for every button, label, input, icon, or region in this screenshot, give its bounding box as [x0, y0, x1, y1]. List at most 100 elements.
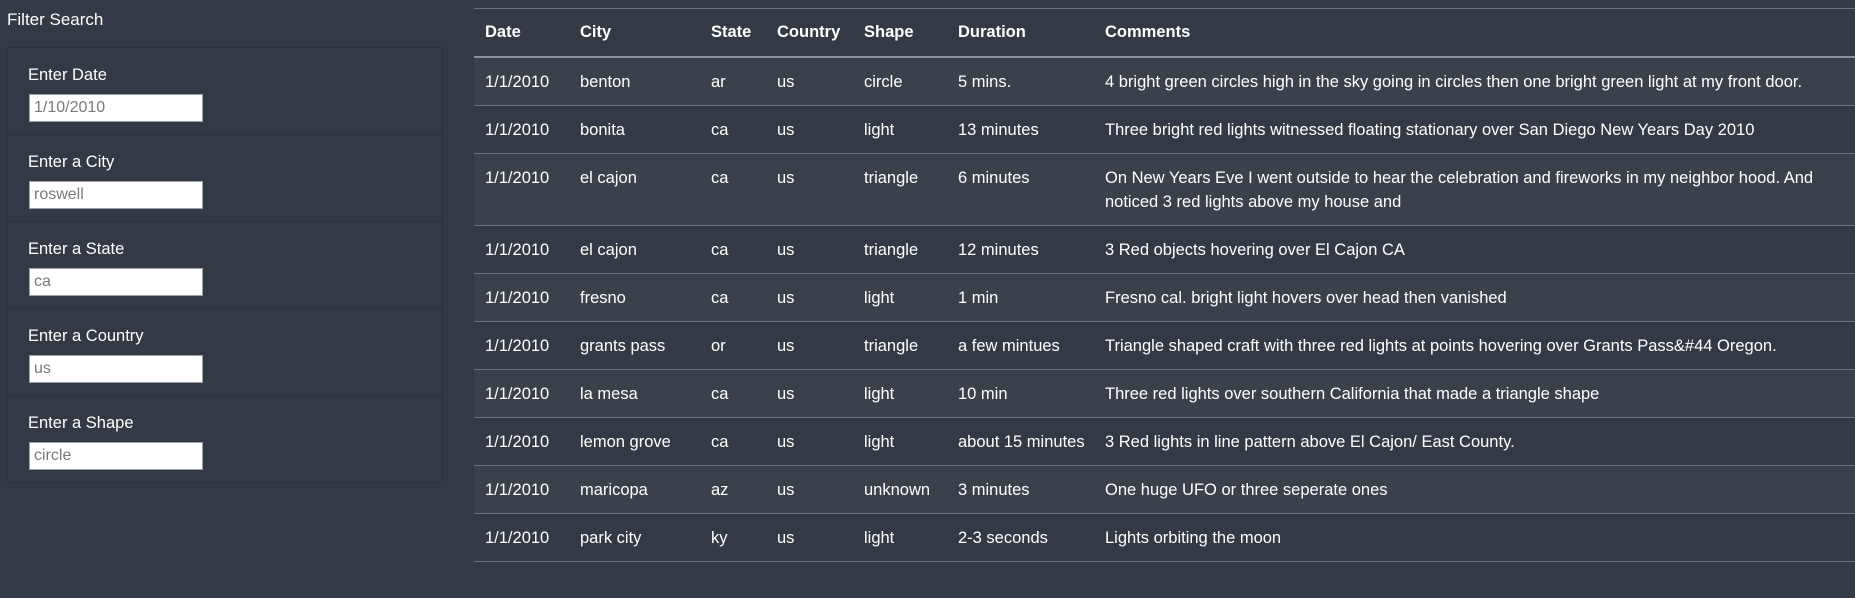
cell-duration: about 15 minutes [958, 433, 1085, 451]
cell-shape: light [864, 385, 895, 403]
cell-state: ca [711, 289, 729, 307]
cell-state: ar [711, 73, 726, 91]
cell-state: ca [711, 241, 729, 259]
header-date: Date [485, 23, 521, 41]
cell-city: fresno [580, 289, 626, 307]
cell-date: 1/1/2010 [485, 337, 550, 355]
cell-duration: 10 min [958, 385, 1008, 403]
table-row: 1/1/2010 park city ky us light 2-3 seconds Lig… [474, 513, 1855, 562]
cell-country: us [777, 121, 795, 139]
cell-country: us [777, 529, 795, 547]
cell-duration: 1 min [958, 289, 999, 307]
cell-comments: 4 bright green circles high in the sky g… [1105, 73, 1803, 91]
country-input[interactable] [29, 355, 203, 383]
cell-date: 1/1/2010 [485, 481, 550, 499]
table-row: 1/1/2010 bonita ca us light 13 minutes Three b… [474, 105, 1855, 154]
table-row: 1/1/2010 maricopa az us unknown 3 minutes One … [474, 465, 1855, 514]
city-label: Enter a City [28, 153, 115, 171]
cell-city: lemon grove [580, 433, 671, 451]
cell-country: us [777, 481, 795, 499]
country-label: Enter a Country [28, 327, 144, 345]
table-row: 1/1/2010 grants pass or us triangle a few min… [474, 321, 1855, 370]
state-label: Enter a State [28, 240, 125, 258]
table-row: 1/1/2010 el cajon ca us triangle 6 minutes On … [474, 153, 1855, 226]
table-row: 1/1/2010 fresno ca us light 1 min Fresno cal. … [474, 273, 1855, 322]
cell-shape: light [864, 433, 895, 451]
cell-duration: 13 minutes [958, 121, 1039, 139]
filter-panel: Enter Date Enter a City Enter a State En… [7, 47, 443, 483]
header-shape: Shape [864, 23, 914, 41]
table-header: Date City State Country Shape Duration C… [474, 8, 1855, 57]
table-body: 1/1/2010 benton ar us circle 5 mins. 4 bright … [474, 57, 1855, 562]
cell-state: az [711, 481, 729, 499]
cell-date: 1/1/2010 [485, 121, 550, 139]
cell-comments: 3 Red objects hovering over El Cajon CA [1105, 241, 1405, 259]
cell-shape: circle [864, 73, 903, 91]
cell-country: us [777, 385, 795, 403]
cell-city: benton [580, 73, 631, 91]
header-comments: Comments [1105, 23, 1191, 41]
cell-duration: 2-3 seconds [958, 529, 1048, 547]
cell-date: 1/1/2010 [485, 289, 550, 307]
table-row: 1/1/2010 lemon grove ca us light about 15 min… [474, 417, 1855, 466]
cell-date: 1/1/2010 [485, 169, 550, 187]
header-duration: Duration [958, 23, 1026, 41]
cell-comments: Three bright red lights witnessed floati… [1105, 121, 1755, 139]
cell-country: us [777, 337, 795, 355]
cell-date: 1/1/2010 [485, 241, 550, 259]
cell-state: ca [711, 433, 729, 451]
cell-shape: light [864, 289, 895, 307]
cell-state: or [711, 337, 726, 355]
filter-item-date: Enter Date [8, 48, 442, 135]
cell-comments: On New Years Eve I went outside to hear … [1105, 169, 1814, 211]
cell-comments: 3 Red lights in line pattern above El Ca… [1105, 433, 1515, 451]
cell-shape: triangle [864, 169, 919, 187]
ufo-sightings-table: Date City State Country Shape Duration C… [474, 8, 1855, 562]
cell-city: maricopa [580, 481, 648, 499]
header-state: State [711, 23, 752, 41]
filter-item-city: Enter a City [8, 135, 442, 222]
cell-comments: Lights orbiting the moon [1105, 529, 1282, 547]
table-row: 1/1/2010 la mesa ca us light 10 min Three red … [474, 369, 1855, 418]
cell-date: 1/1/2010 [485, 385, 550, 403]
cell-comments: One huge UFO or three seperate ones [1105, 481, 1388, 499]
ufo-sightings-table-container: Date City State Country Shape Duration C… [474, 8, 1855, 562]
header-city: City [580, 23, 612, 41]
filter-search-title: Filter Search [7, 10, 104, 29]
cell-date: 1/1/2010 [485, 433, 550, 451]
cell-country: us [777, 169, 795, 187]
table-header-row: Date City State Country Shape Duration C… [474, 8, 1855, 57]
cell-shape: light [864, 529, 895, 547]
cell-comments: Triangle shaped craft with three red lig… [1105, 337, 1777, 355]
cell-date: 1/1/2010 [485, 73, 550, 91]
state-input[interactable] [29, 268, 203, 296]
city-input[interactable] [29, 181, 203, 209]
filter-item-country: Enter a Country [8, 309, 442, 396]
cell-shape: triangle [864, 337, 919, 355]
cell-duration: 3 minutes [958, 481, 1030, 499]
cell-comments: Three red lights over southern Californi… [1105, 385, 1600, 403]
date-input[interactable] [29, 94, 203, 122]
cell-country: us [777, 241, 795, 259]
cell-country: us [777, 289, 795, 307]
cell-country: us [777, 73, 795, 91]
cell-state: ca [711, 385, 729, 403]
cell-duration: 5 mins. [958, 73, 1012, 91]
cell-duration: 6 minutes [958, 169, 1030, 187]
cell-city: el cajon [580, 169, 637, 187]
cell-comments: Fresno cal. bright light hovers over hea… [1105, 289, 1507, 307]
cell-state: ky [711, 529, 728, 547]
cell-city: bonita [580, 121, 625, 139]
cell-city: park city [580, 529, 642, 547]
cell-date: 1/1/2010 [485, 529, 550, 547]
shape-input[interactable] [29, 442, 203, 470]
filter-item-shape: Enter a Shape [8, 396, 442, 483]
cell-shape: unknown [864, 481, 931, 499]
cell-state: ca [711, 169, 729, 187]
table-row: 1/1/2010 benton ar us circle 5 mins. 4 bright … [474, 57, 1855, 106]
filter-sidebar: Filter Search Enter Date Enter a City En… [0, 0, 452, 598]
date-label: Enter Date [28, 66, 107, 84]
cell-shape: triangle [864, 241, 919, 259]
cell-state: ca [711, 121, 729, 139]
cell-city: el cajon [580, 241, 637, 259]
